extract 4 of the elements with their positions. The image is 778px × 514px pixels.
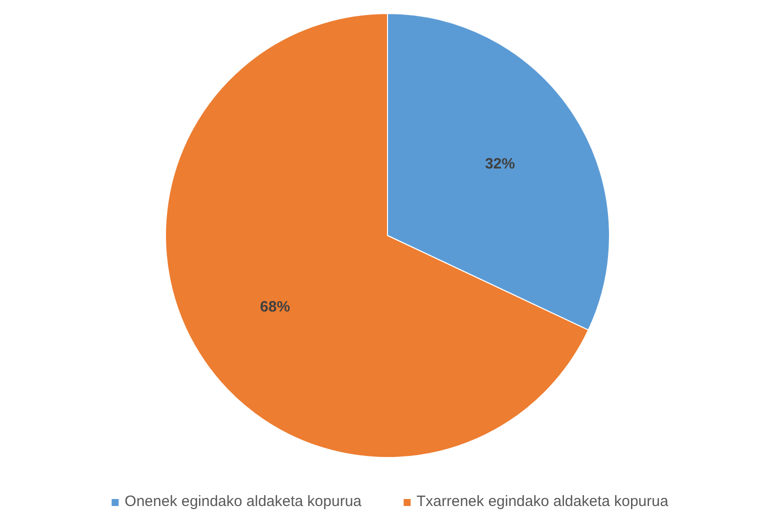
data-label: 68% <box>260 298 290 316</box>
data-label: 32% <box>484 156 515 173</box>
legend-label: Onenek egindako aldaketa kopurua <box>124 493 362 510</box>
legend-label: Txarrenek egindako aldaketa kopurua <box>416 493 668 510</box>
